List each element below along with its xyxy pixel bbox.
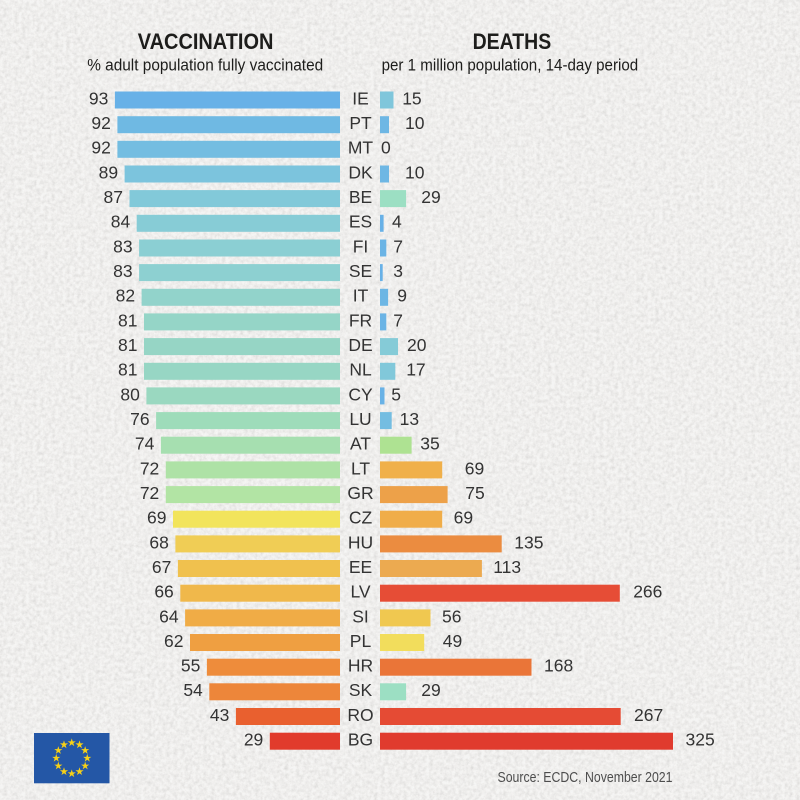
- svg-text:76: 76: [130, 409, 149, 429]
- svg-text:SI: SI: [352, 606, 369, 626]
- svg-text:DE: DE: [348, 335, 372, 355]
- svg-text:43: 43: [210, 705, 229, 725]
- svg-text:3: 3: [393, 261, 403, 281]
- svg-text:83: 83: [113, 236, 132, 256]
- svg-text:RO: RO: [347, 705, 373, 725]
- svg-text:267: 267: [634, 705, 663, 725]
- svg-text:IE: IE: [352, 88, 369, 108]
- svg-text:7: 7: [393, 310, 403, 330]
- svg-text:AT: AT: [350, 434, 371, 454]
- svg-text:LT: LT: [351, 458, 370, 478]
- svg-text:68: 68: [149, 532, 168, 552]
- svg-text:81: 81: [118, 310, 137, 330]
- svg-text:82: 82: [116, 286, 135, 306]
- svg-text:CZ: CZ: [349, 508, 373, 528]
- svg-text:CY: CY: [348, 384, 373, 404]
- svg-text:15: 15: [402, 88, 421, 108]
- svg-text:66: 66: [154, 582, 173, 602]
- svg-text:FI: FI: [353, 236, 369, 256]
- svg-text:17: 17: [406, 360, 425, 380]
- svg-text:LU: LU: [349, 409, 371, 429]
- svg-text:DEATHS: DEATHS: [473, 29, 552, 54]
- svg-text:168: 168: [544, 656, 573, 676]
- svg-text:4: 4: [392, 212, 402, 232]
- svg-text:SK: SK: [349, 680, 373, 700]
- svg-text:49: 49: [443, 631, 462, 651]
- svg-text:35: 35: [420, 434, 439, 454]
- svg-text:Source: ECDC, November 2021: Source: ECDC, November 2021: [498, 769, 673, 786]
- svg-text:55: 55: [181, 656, 200, 676]
- svg-text:87: 87: [104, 187, 123, 207]
- svg-text:PL: PL: [350, 631, 372, 651]
- svg-text:IT: IT: [353, 286, 369, 306]
- svg-text:84: 84: [111, 212, 131, 232]
- svg-text:% adult population fully vacci: % adult population fully vaccinated: [87, 56, 323, 75]
- svg-text:10: 10: [405, 162, 425, 182]
- svg-text:PT: PT: [349, 113, 372, 133]
- svg-text:74: 74: [135, 434, 155, 454]
- svg-text:81: 81: [118, 335, 137, 355]
- svg-text:7: 7: [393, 236, 403, 256]
- svg-text:MT: MT: [348, 138, 374, 158]
- svg-text:89: 89: [99, 162, 118, 182]
- svg-text:93: 93: [89, 88, 108, 108]
- svg-text:SE: SE: [349, 261, 372, 281]
- svg-text:BE: BE: [349, 187, 372, 207]
- svg-text:HR: HR: [348, 656, 373, 676]
- svg-text:92: 92: [91, 113, 110, 133]
- svg-text:13: 13: [400, 409, 419, 429]
- svg-text:69: 69: [454, 508, 473, 528]
- svg-text:29: 29: [244, 730, 263, 750]
- svg-text:29: 29: [421, 680, 440, 700]
- svg-text:75: 75: [465, 483, 484, 503]
- svg-text:72: 72: [140, 483, 159, 503]
- svg-text:per 1 million population, 14-d: per 1 million population, 14-day period: [382, 56, 639, 75]
- svg-text:10: 10: [405, 113, 425, 133]
- svg-text:56: 56: [442, 606, 461, 626]
- svg-text:69: 69: [465, 458, 484, 478]
- svg-text:80: 80: [120, 384, 140, 404]
- svg-text:EE: EE: [349, 557, 372, 577]
- svg-text:FR: FR: [349, 310, 372, 330]
- svg-text:LV: LV: [350, 582, 370, 602]
- svg-text:92: 92: [91, 138, 110, 158]
- svg-text:ES: ES: [349, 212, 372, 232]
- svg-text:135: 135: [514, 532, 543, 552]
- svg-text:VACCINATION: VACCINATION: [138, 29, 274, 54]
- svg-text:266: 266: [633, 582, 662, 602]
- svg-text:9: 9: [397, 286, 407, 306]
- svg-text:5: 5: [391, 384, 401, 404]
- svg-text:67: 67: [152, 557, 171, 577]
- svg-text:113: 113: [493, 557, 521, 577]
- svg-text:GR: GR: [347, 483, 373, 503]
- svg-text:54: 54: [183, 680, 203, 700]
- svg-text:325: 325: [686, 730, 715, 750]
- svg-text:69: 69: [147, 508, 166, 528]
- svg-text:20: 20: [407, 335, 427, 355]
- svg-text:81: 81: [118, 360, 137, 380]
- svg-text:62: 62: [164, 631, 183, 651]
- svg-text:DK: DK: [348, 162, 373, 182]
- svg-text:64: 64: [159, 606, 179, 626]
- svg-text:29: 29: [421, 187, 440, 207]
- svg-text:BG: BG: [348, 730, 373, 750]
- svg-text:HU: HU: [348, 532, 373, 552]
- svg-text:NL: NL: [349, 360, 372, 380]
- svg-text:0: 0: [381, 138, 391, 158]
- svg-text:72: 72: [140, 458, 159, 478]
- svg-text:83: 83: [113, 261, 132, 281]
